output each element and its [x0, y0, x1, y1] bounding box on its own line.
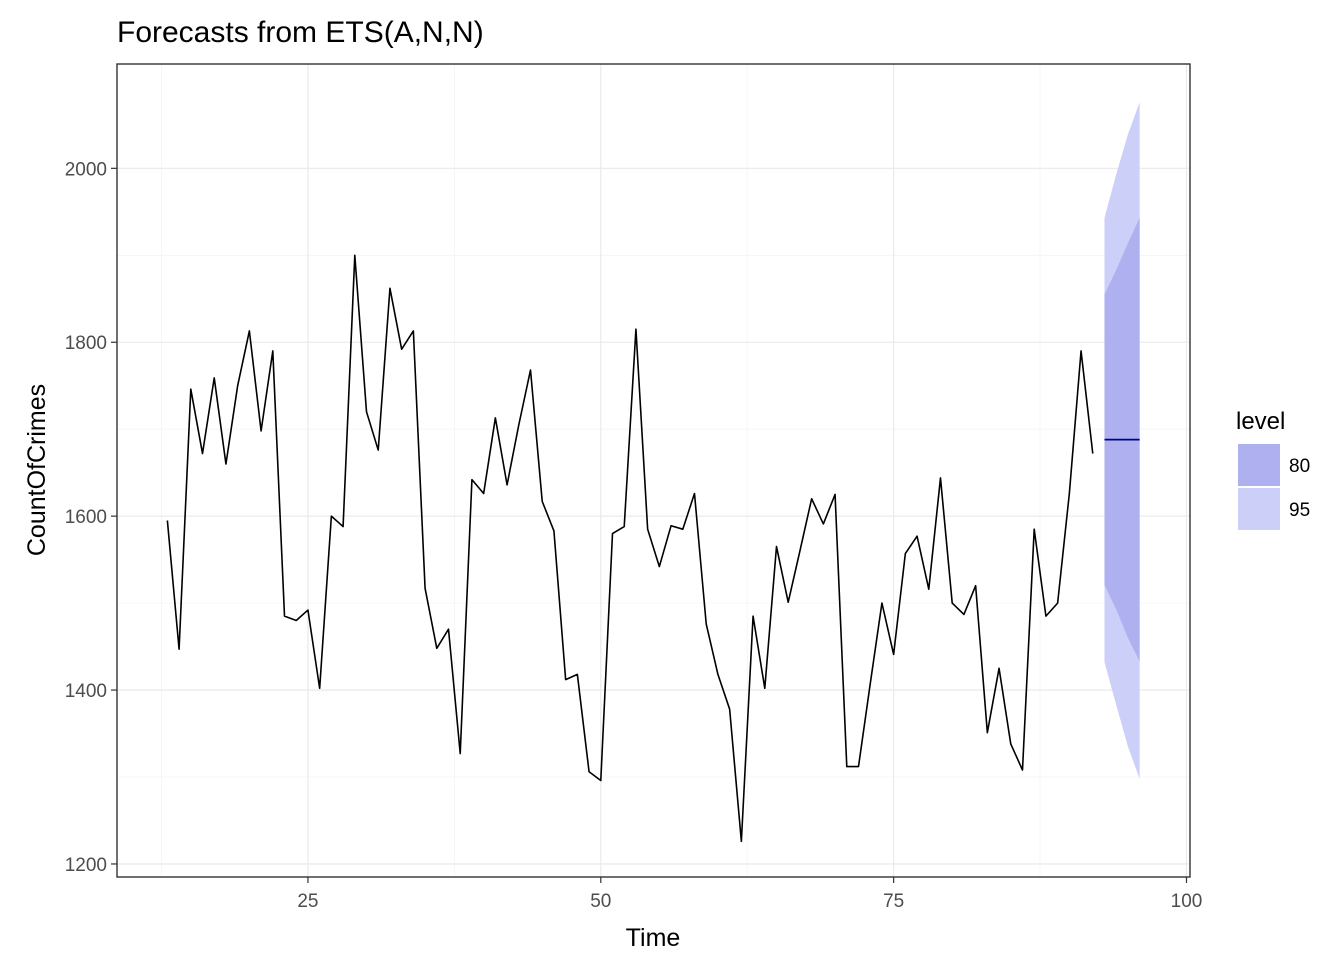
x-tick-label: 50 — [590, 891, 611, 912]
legend-items: 80 95 — [1238, 444, 1310, 530]
y-tick-label: 1400 — [65, 681, 107, 702]
legend: level 80 95 — [1236, 408, 1310, 530]
y-tick-label: 1200 — [65, 855, 107, 876]
x-axis: 25 50 75 100 — [297, 877, 1202, 912]
legend-swatch-95 — [1238, 488, 1280, 530]
y-axis: 1200 1400 1600 1800 2000 — [65, 159, 117, 876]
x-tick-label: 75 — [883, 891, 904, 912]
series-lines — [166, 254, 1140, 843]
x-tick-label: 25 — [297, 891, 318, 912]
minor-gridlines — [117, 64, 1190, 877]
legend-swatch-80 — [1238, 444, 1280, 486]
panel-border — [116, 63, 1191, 878]
y-axis-title: CountOfCrimes — [23, 384, 51, 556]
observed-series-line — [166, 254, 1094, 843]
legend-title: level — [1236, 408, 1285, 435]
legend-label-80: 80 — [1289, 456, 1310, 477]
y-tick-label: 2000 — [65, 159, 107, 180]
major-gridlines — [117, 64, 1190, 877]
plot-panel — [116, 63, 1191, 878]
y-tick-label: 1600 — [65, 507, 107, 528]
y-tick-label: 1800 — [65, 333, 107, 354]
x-axis-title: Time — [626, 924, 681, 952]
x-tick-label: 100 — [1171, 891, 1203, 912]
legend-label-95: 95 — [1289, 500, 1310, 521]
chart-title: Forecasts from ETS(A,N,N) — [117, 16, 484, 49]
